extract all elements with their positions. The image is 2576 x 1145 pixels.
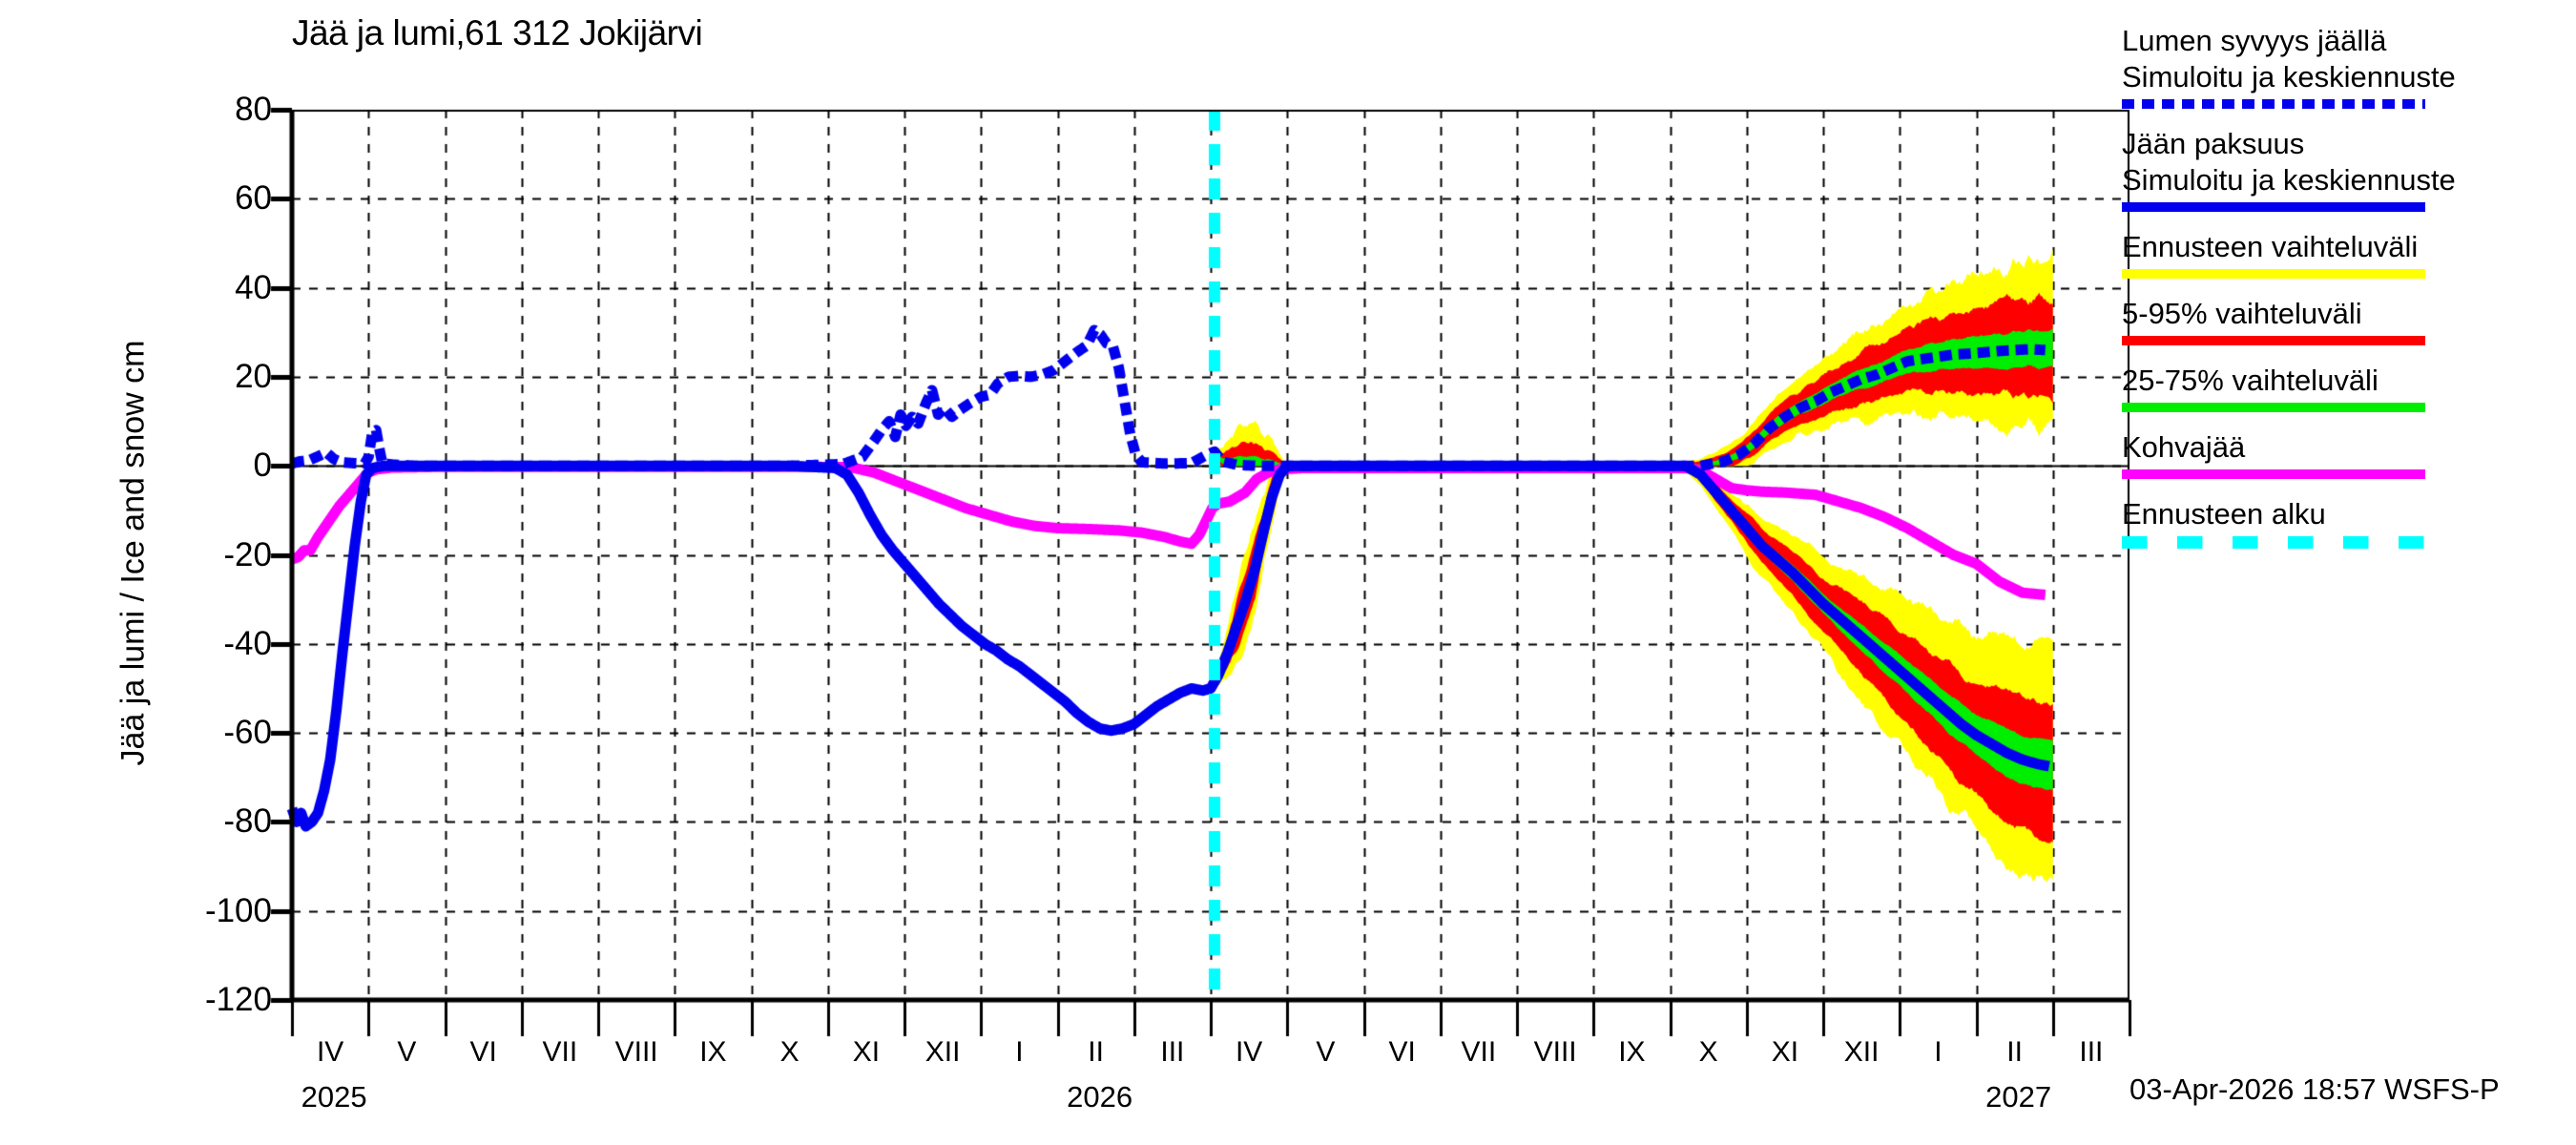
legend-item-range-5-95: 5-95% vaihteluväli (2122, 296, 2570, 345)
x-tick-label-month: III (1160, 1036, 1185, 1068)
x-tick-label-month: II (1088, 1036, 1104, 1068)
x-tick-label-month: X (779, 1036, 800, 1068)
x-tick-label-month: VII (1461, 1036, 1497, 1068)
x-tick-label-month: IV (316, 1036, 344, 1068)
x-tick-label-month: XII (924, 1036, 961, 1068)
y-tick-label: -20 (223, 535, 272, 573)
x-tick-label-month: I (1934, 1036, 1942, 1068)
legend-label: 25-75% vaihteluväli (2122, 364, 2379, 397)
legend-swatch-range-5-95 (2122, 336, 2425, 345)
x-tick-label-month: VI (1388, 1036, 1416, 1068)
legend-label: Jään paksuus (2122, 127, 2305, 160)
legend-sublabel: Simuloitu ja keskiennuste (2122, 60, 2456, 94)
x-tick-label-month: VIII (1533, 1036, 1577, 1068)
y-axis-tick-labels: 80 60 40 20 0 -20 -40 -60 -80 -100 -120 (114, 0, 272, 1145)
x-tick-label-month: IV (1235, 1036, 1263, 1068)
y-tick-label: 80 (235, 91, 272, 128)
legend-swatch-range-25-75 (2122, 403, 2425, 412)
chart-legend: Lumen syvyys jäällä Simuloitu ja keskienn… (2122, 23, 2570, 566)
chart-title: Jää ja lumi,61 312 Jokijärvi (292, 13, 703, 52)
y-tick-label: -120 (204, 981, 272, 1018)
x-tick-label-month: IX (699, 1036, 727, 1068)
x-tick-label-year: 2027 (1985, 1080, 2052, 1114)
x-tick-label-month: I (1015, 1036, 1024, 1068)
legend-label: 5-95% vaihteluväli (2122, 297, 2362, 330)
x-tick-label-year: 2026 (1067, 1080, 1133, 1114)
legend-swatch-forecast-range (2122, 269, 2425, 279)
legend-item-slush-ice: Kohvajää (2122, 429, 2570, 479)
y-tick-label: -40 (223, 624, 272, 662)
x-tick-label-month: XI (852, 1036, 881, 1068)
x-tick-label-month: IX (1618, 1036, 1646, 1068)
y-tick-label: 60 (235, 179, 272, 218)
y-tick-label: 40 (235, 268, 272, 306)
legend-item-forecast-start: Ennusteen alku (2122, 496, 2570, 549)
x-tick-label-month: III (2079, 1036, 2104, 1068)
x-tick-label-month: V (1316, 1036, 1336, 1068)
legend-swatch-slush-ice (2122, 469, 2425, 479)
y-tick-label: 0 (253, 447, 272, 485)
x-tick-label-year: 2025 (301, 1080, 367, 1114)
legend-item-range-25-75: 25-75% vaihteluväli (2122, 363, 2570, 412)
legend-sublabel: Simuloitu ja keskiennuste (2122, 163, 2456, 197)
x-tick-label-month: V (397, 1036, 417, 1068)
y-tick-label: -80 (223, 802, 272, 841)
legend-swatch-ice-thickness (2122, 202, 2425, 212)
legend-label: Ennusteen alku (2122, 497, 2326, 531)
legend-label: Kohvajää (2122, 430, 2246, 464)
y-tick-label: -100 (204, 891, 272, 929)
y-tick-label: -60 (223, 714, 272, 752)
legend-item-snow-depth-on-ice: Lumen syvyys jäällä Simuloitu ja keskienn… (2122, 23, 2570, 109)
x-tick-label-month: VII (542, 1036, 578, 1068)
y-tick-label: 20 (235, 357, 272, 395)
x-tick-label-month: X (1698, 1036, 1718, 1068)
legend-swatch-snow-depth-on-ice (2122, 99, 2425, 109)
x-tick-label-month: XI (1771, 1036, 1799, 1068)
legend-label: Ennusteen vaihteluväli (2122, 230, 2419, 263)
x-tick-label-month: VI (469, 1036, 497, 1068)
legend-item-forecast-range: Ennusteen vaihteluväli (2122, 229, 2570, 279)
x-tick-label-month: VIII (614, 1036, 658, 1068)
x-tick-label-month: XII (1843, 1036, 1880, 1068)
legend-item-ice-thickness: Jään paksuus Simuloitu ja keskiennuste (2122, 126, 2570, 212)
legend-swatch-forecast-start (2122, 536, 2425, 549)
footer-timestamp: 03-Apr-2026 18:57 WSFS-P (2129, 1072, 2500, 1106)
legend-label: Lumen syvyys jäällä (2122, 24, 2387, 57)
x-tick-label-month: II (2006, 1036, 2023, 1068)
